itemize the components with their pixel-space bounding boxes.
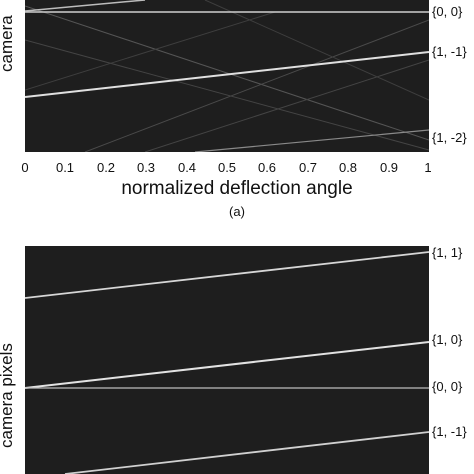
panel-b-y-axis-label: camera pixels	[0, 343, 16, 448]
order-trace-1-m1	[64, 431, 429, 474]
x-tick-label: 0.2	[96, 160, 116, 175]
x-tick-label: 0.3	[136, 160, 156, 175]
x-tick-label: 0	[21, 160, 29, 175]
order-label: {0, 0}	[432, 379, 463, 394]
order-trace-1-1	[25, 251, 429, 299]
x-tick-label: 1	[424, 160, 432, 175]
order-label: {1, -2}	[432, 130, 467, 145]
x-tick-label: 0.9	[379, 160, 399, 175]
order-label: {1, -1}	[432, 44, 467, 59]
panel-b-image	[25, 246, 429, 474]
faint-diagonal-trace	[144, 59, 429, 152]
x-tick-label: 0.4	[177, 160, 197, 175]
faint-diagonal-trace	[25, 39, 429, 151]
order-label: {1, 1}	[432, 245, 463, 260]
x-tick-label: 0.7	[298, 160, 318, 175]
order-trace-upper	[25, 0, 146, 12]
order-trace-1-m1	[25, 51, 429, 98]
faint-diagonal-trace	[25, 5, 429, 141]
panel-a-image	[25, 0, 429, 152]
x-tick-label: 0.1	[55, 160, 75, 175]
x-tick-label: 0.6	[257, 160, 277, 175]
order-trace-1-m2	[194, 129, 429, 152]
order-label: {1, -1}	[432, 424, 467, 439]
x-tick-label: 0.5	[217, 160, 237, 175]
panel-a-traces	[25, 0, 429, 152]
x-tick-label: 0.8	[338, 160, 358, 175]
faint-diagonal-trace	[204, 0, 429, 101]
order-label: {0, 0}	[432, 4, 463, 19]
order-trace-1-0	[25, 341, 429, 389]
order-label: {1, 0}	[432, 332, 463, 347]
panel-a-y-axis-label: camera	[0, 15, 16, 72]
x-axis-label: normalized deflection angle	[121, 178, 353, 199]
panel-b-traces	[25, 251, 429, 474]
faint-diagonal-trace	[25, 11, 276, 91]
faint-diagonal-trace	[84, 19, 429, 152]
panel-a-caption-label: (a)	[229, 204, 245, 219]
